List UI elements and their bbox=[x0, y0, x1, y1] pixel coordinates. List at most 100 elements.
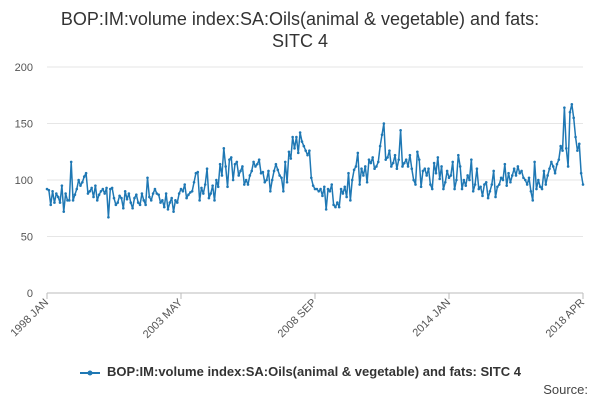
data-point[interactable] bbox=[553, 171, 557, 175]
data-point[interactable] bbox=[386, 156, 389, 159]
data-point[interactable] bbox=[237, 174, 240, 177]
legend[interactable]: BOP:IM:volume index:SA:Oils(animal & veg… bbox=[0, 364, 600, 379]
data-point[interactable] bbox=[326, 187, 330, 191]
data-point[interactable] bbox=[531, 199, 535, 202]
data-point[interactable] bbox=[185, 196, 188, 200]
data-point[interactable] bbox=[429, 183, 432, 186]
data-point[interactable] bbox=[261, 170, 265, 174]
data-point[interactable] bbox=[200, 186, 203, 190]
data-point[interactable] bbox=[572, 116, 575, 120]
data-point[interactable] bbox=[518, 171, 522, 175]
data-point[interactable] bbox=[349, 199, 352, 202]
data-point[interactable] bbox=[332, 203, 335, 207]
data-point[interactable] bbox=[501, 178, 505, 182]
data-point[interactable] bbox=[263, 180, 267, 184]
data-point[interactable] bbox=[75, 187, 79, 191]
data-point[interactable] bbox=[95, 199, 99, 202]
data-point[interactable] bbox=[537, 178, 540, 182]
data-point[interactable] bbox=[551, 165, 555, 168]
data-point[interactable] bbox=[414, 183, 417, 186]
data-point[interactable] bbox=[108, 187, 112, 191]
data-point[interactable] bbox=[497, 183, 501, 186]
data-point[interactable] bbox=[162, 205, 166, 209]
data-point[interactable] bbox=[453, 187, 456, 191]
data-point[interactable] bbox=[259, 171, 263, 175]
data-point[interactable] bbox=[548, 167, 551, 170]
data-point[interactable] bbox=[546, 174, 549, 177]
data-point[interactable] bbox=[380, 133, 384, 137]
data-point[interactable] bbox=[216, 185, 220, 189]
data-point[interactable] bbox=[412, 178, 415, 182]
data-point[interactable] bbox=[376, 160, 380, 164]
data-point[interactable] bbox=[538, 185, 542, 189]
data-point[interactable] bbox=[557, 158, 561, 161]
data-point[interactable] bbox=[473, 183, 477, 186]
data-point[interactable] bbox=[291, 135, 294, 139]
data-point[interactable] bbox=[103, 192, 106, 195]
data-point[interactable] bbox=[84, 171, 88, 175]
data-point[interactable] bbox=[494, 195, 497, 199]
data-point[interactable] bbox=[390, 165, 393, 168]
data-point[interactable] bbox=[172, 210, 175, 213]
data-point[interactable] bbox=[574, 135, 577, 139]
data-point[interactable] bbox=[510, 174, 514, 177]
data-point[interactable] bbox=[155, 192, 159, 195]
data-point[interactable] bbox=[138, 203, 142, 207]
data-point[interactable] bbox=[144, 203, 147, 207]
data-point[interactable] bbox=[81, 180, 84, 184]
data-point[interactable] bbox=[276, 168, 280, 172]
data-point[interactable] bbox=[460, 187, 464, 191]
data-point[interactable] bbox=[157, 193, 160, 196]
data-point[interactable] bbox=[455, 178, 458, 182]
data-point[interactable] bbox=[229, 156, 233, 159]
data-point[interactable] bbox=[542, 169, 546, 173]
data-point[interactable] bbox=[118, 194, 121, 198]
data-point[interactable] bbox=[136, 201, 140, 204]
data-point[interactable] bbox=[384, 158, 388, 161]
data-point[interactable] bbox=[220, 174, 224, 177]
data-point[interactable] bbox=[269, 190, 272, 193]
data-point[interactable] bbox=[153, 187, 157, 191]
data-point[interactable] bbox=[378, 144, 382, 148]
data-point[interactable] bbox=[406, 165, 410, 168]
data-point[interactable] bbox=[503, 162, 507, 166]
data-point[interactable] bbox=[148, 195, 151, 199]
data-point[interactable] bbox=[149, 199, 153, 202]
data-point[interactable] bbox=[179, 187, 183, 191]
data-point[interactable] bbox=[499, 176, 503, 180]
data-point[interactable] bbox=[328, 190, 332, 193]
data-point[interactable] bbox=[131, 206, 134, 210]
data-point[interactable] bbox=[323, 185, 326, 189]
data-point[interactable] bbox=[47, 188, 51, 192]
data-point[interactable] bbox=[568, 110, 572, 114]
data-point[interactable] bbox=[388, 149, 391, 152]
data-point[interactable] bbox=[527, 176, 531, 180]
data-point[interactable] bbox=[51, 190, 54, 193]
data-point[interactable] bbox=[285, 180, 289, 184]
data-point[interactable] bbox=[298, 131, 302, 134]
data-point[interactable] bbox=[471, 190, 475, 193]
data-point[interactable] bbox=[207, 196, 211, 200]
data-point[interactable] bbox=[244, 178, 248, 182]
data-point[interactable] bbox=[202, 192, 205, 195]
data-point[interactable] bbox=[175, 201, 179, 204]
data-point[interactable] bbox=[440, 165, 443, 168]
data-point[interactable] bbox=[341, 192, 345, 195]
data-point[interactable] bbox=[55, 192, 58, 195]
data-point[interactable] bbox=[466, 174, 469, 177]
data-point[interactable] bbox=[347, 171, 350, 175]
data-point[interactable] bbox=[282, 190, 285, 193]
data-point[interactable] bbox=[373, 167, 376, 170]
data-point[interactable] bbox=[66, 199, 69, 202]
data-point[interactable] bbox=[486, 196, 490, 200]
data-point[interactable] bbox=[399, 128, 402, 132]
data-point[interactable] bbox=[577, 142, 581, 146]
data-point[interactable] bbox=[319, 187, 322, 191]
data-point[interactable] bbox=[283, 160, 287, 164]
data-point[interactable] bbox=[516, 165, 520, 168]
data-point[interactable] bbox=[242, 183, 246, 186]
data-point[interactable] bbox=[434, 171, 438, 175]
data-point[interactable] bbox=[457, 153, 460, 157]
data-point[interactable] bbox=[211, 184, 214, 187]
data-point[interactable] bbox=[559, 144, 562, 148]
